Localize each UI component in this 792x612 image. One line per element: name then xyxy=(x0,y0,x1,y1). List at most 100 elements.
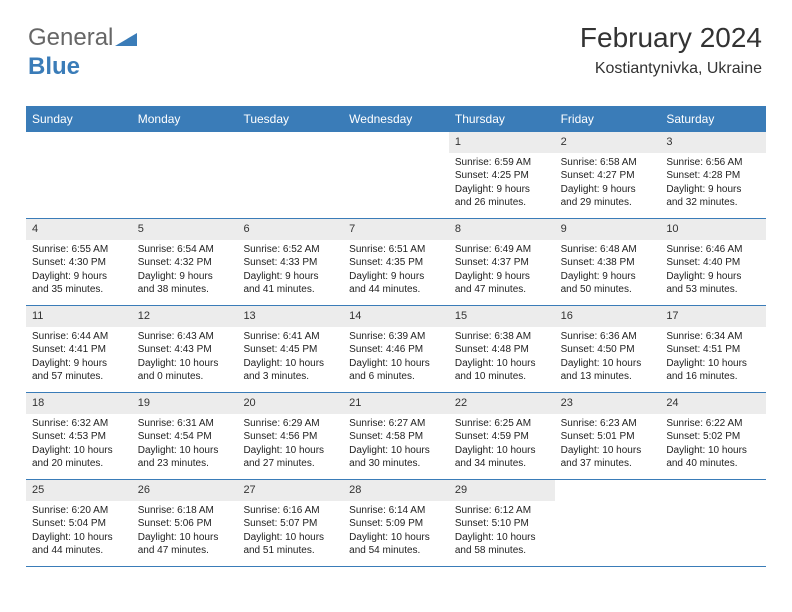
day-line: Sunset: 4:45 PM xyxy=(243,343,337,357)
day-number: 25 xyxy=(26,480,132,501)
day-line: Sunrise: 6:54 AM xyxy=(138,243,232,257)
day-line: Daylight: 9 hours xyxy=(138,270,232,284)
day-header: Wednesday xyxy=(343,106,449,132)
day-cell: 6Sunrise: 6:52 AMSunset: 4:33 PMDaylight… xyxy=(237,219,343,305)
day-line: Sunset: 4:56 PM xyxy=(243,430,337,444)
day-line: Sunset: 5:06 PM xyxy=(138,517,232,531)
calendar: SundayMondayTuesdayWednesdayThursdayFrid… xyxy=(26,106,766,567)
day-body: Sunrise: 6:18 AMSunset: 5:06 PMDaylight:… xyxy=(132,501,238,564)
day-line: Sunrise: 6:20 AM xyxy=(32,504,126,518)
day-line: Daylight: 10 hours xyxy=(561,444,655,458)
day-body: Sunrise: 6:39 AMSunset: 4:46 PMDaylight:… xyxy=(343,327,449,390)
day-cell: 3Sunrise: 6:56 AMSunset: 4:28 PMDaylight… xyxy=(660,132,766,218)
day-cell: 15Sunrise: 6:38 AMSunset: 4:48 PMDayligh… xyxy=(449,306,555,392)
day-line: Sunset: 4:27 PM xyxy=(561,169,655,183)
day-line: Sunrise: 6:29 AM xyxy=(243,417,337,431)
day-line: Sunrise: 6:48 AM xyxy=(561,243,655,257)
day-body: Sunrise: 6:43 AMSunset: 4:43 PMDaylight:… xyxy=(132,327,238,390)
month-title: February 2024 xyxy=(580,22,762,54)
day-number: 15 xyxy=(449,306,555,327)
day-cell: 12Sunrise: 6:43 AMSunset: 4:43 PMDayligh… xyxy=(132,306,238,392)
day-line: Sunrise: 6:36 AM xyxy=(561,330,655,344)
day-line: and 23 minutes. xyxy=(138,457,232,471)
day-line: Daylight: 9 hours xyxy=(243,270,337,284)
day-line: and 58 minutes. xyxy=(455,544,549,558)
day-line: Daylight: 10 hours xyxy=(455,531,549,545)
week-row: 4Sunrise: 6:55 AMSunset: 4:30 PMDaylight… xyxy=(26,219,766,306)
day-cell: 22Sunrise: 6:25 AMSunset: 4:59 PMDayligh… xyxy=(449,393,555,479)
day-number: 7 xyxy=(343,219,449,240)
day-line: and 16 minutes. xyxy=(666,370,760,384)
day-number: 5 xyxy=(132,219,238,240)
day-body: Sunrise: 6:32 AMSunset: 4:53 PMDaylight:… xyxy=(26,414,132,477)
day-line: Sunset: 4:33 PM xyxy=(243,256,337,270)
day-number: 20 xyxy=(237,393,343,414)
day-number: 11 xyxy=(26,306,132,327)
day-body: Sunrise: 6:14 AMSunset: 5:09 PMDaylight:… xyxy=(343,501,449,564)
day-cell xyxy=(132,132,238,218)
day-cell: 27Sunrise: 6:16 AMSunset: 5:07 PMDayligh… xyxy=(237,480,343,566)
day-line: Sunrise: 6:39 AM xyxy=(349,330,443,344)
day-line: Daylight: 10 hours xyxy=(243,531,337,545)
day-line: Sunrise: 6:38 AM xyxy=(455,330,549,344)
day-line: Sunset: 5:01 PM xyxy=(561,430,655,444)
day-cell: 16Sunrise: 6:36 AMSunset: 4:50 PMDayligh… xyxy=(555,306,661,392)
day-body: Sunrise: 6:12 AMSunset: 5:10 PMDaylight:… xyxy=(449,501,555,564)
logo: General Blue xyxy=(28,24,137,81)
day-line: Daylight: 10 hours xyxy=(455,357,549,371)
day-line: Daylight: 9 hours xyxy=(349,270,443,284)
day-body: Sunrise: 6:55 AMSunset: 4:30 PMDaylight:… xyxy=(26,240,132,303)
day-line: and 44 minutes. xyxy=(32,544,126,558)
day-line: Daylight: 10 hours xyxy=(349,357,443,371)
day-cell xyxy=(555,480,661,566)
day-line: Daylight: 10 hours xyxy=(349,531,443,545)
day-body: Sunrise: 6:22 AMSunset: 5:02 PMDaylight:… xyxy=(660,414,766,477)
day-line: Sunrise: 6:49 AM xyxy=(455,243,549,257)
header-right: February 2024 Kostiantynivka, Ukraine xyxy=(580,22,762,78)
day-cell: 25Sunrise: 6:20 AMSunset: 5:04 PMDayligh… xyxy=(26,480,132,566)
day-line: Daylight: 9 hours xyxy=(666,270,760,284)
day-line: Daylight: 10 hours xyxy=(455,444,549,458)
day-number: 9 xyxy=(555,219,661,240)
day-number: 3 xyxy=(660,132,766,153)
day-line: Sunrise: 6:52 AM xyxy=(243,243,337,257)
day-line: Daylight: 9 hours xyxy=(666,183,760,197)
day-cell: 2Sunrise: 6:58 AMSunset: 4:27 PMDaylight… xyxy=(555,132,661,218)
day-number: 8 xyxy=(449,219,555,240)
day-line: Daylight: 9 hours xyxy=(561,183,655,197)
day-number: 29 xyxy=(449,480,555,501)
day-line: and 6 minutes. xyxy=(349,370,443,384)
day-line: Sunrise: 6:51 AM xyxy=(349,243,443,257)
day-line: Sunrise: 6:25 AM xyxy=(455,417,549,431)
day-cell xyxy=(237,132,343,218)
week-row: 1Sunrise: 6:59 AMSunset: 4:25 PMDaylight… xyxy=(26,132,766,219)
week-row: 18Sunrise: 6:32 AMSunset: 4:53 PMDayligh… xyxy=(26,393,766,480)
day-body: Sunrise: 6:34 AMSunset: 4:51 PMDaylight:… xyxy=(660,327,766,390)
day-line: and 40 minutes. xyxy=(666,457,760,471)
day-cell: 18Sunrise: 6:32 AMSunset: 4:53 PMDayligh… xyxy=(26,393,132,479)
day-line: and 3 minutes. xyxy=(243,370,337,384)
day-line: Daylight: 10 hours xyxy=(561,357,655,371)
day-line: Sunrise: 6:23 AM xyxy=(561,417,655,431)
day-line: Daylight: 10 hours xyxy=(138,531,232,545)
day-line: Sunset: 4:41 PM xyxy=(32,343,126,357)
day-line: and 29 minutes. xyxy=(561,196,655,210)
day-body: Sunrise: 6:20 AMSunset: 5:04 PMDaylight:… xyxy=(26,501,132,564)
day-line: and 10 minutes. xyxy=(455,370,549,384)
day-body: Sunrise: 6:52 AMSunset: 4:33 PMDaylight:… xyxy=(237,240,343,303)
day-header: Thursday xyxy=(449,106,555,132)
day-line: Sunset: 4:38 PM xyxy=(561,256,655,270)
day-number: 22 xyxy=(449,393,555,414)
day-number: 18 xyxy=(26,393,132,414)
day-line: Sunset: 5:09 PM xyxy=(349,517,443,531)
day-line: Sunset: 4:30 PM xyxy=(32,256,126,270)
day-line: Sunset: 4:50 PM xyxy=(561,343,655,357)
day-cell: 9 Sunrise: 6:48 AMSunset: 4:38 PMDaylight… xyxy=(555,219,661,305)
day-number: 1 xyxy=(449,132,555,153)
day-line: Sunrise: 6:34 AM xyxy=(666,330,760,344)
logo-text-2: Blue xyxy=(28,53,80,80)
day-line: Daylight: 9 hours xyxy=(561,270,655,284)
day-line: Sunrise: 6:46 AM xyxy=(666,243,760,257)
week-row: 11Sunrise: 6:44 AMSunset: 4:41 PMDayligh… xyxy=(26,306,766,393)
day-cell: 28Sunrise: 6:14 AMSunset: 5:09 PMDayligh… xyxy=(343,480,449,566)
